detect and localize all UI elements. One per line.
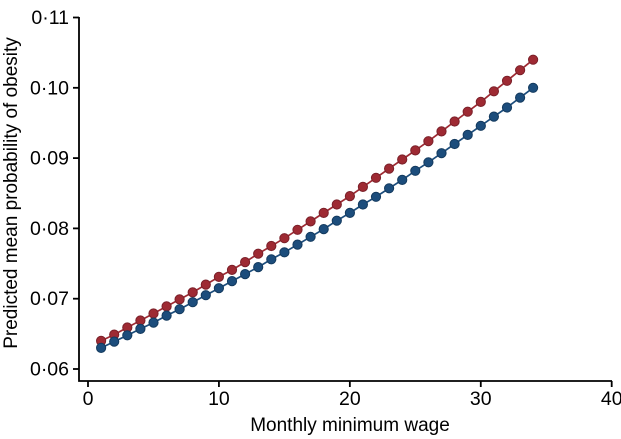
upper-series-red-point [135,315,146,326]
lower-series-blue [96,82,539,353]
lower-series-blue-point [122,330,133,341]
lower-series-blue-point [449,138,460,150]
x-tick-label: 40 [601,388,621,410]
upper-series-red-point [436,126,447,137]
lower-series-blue-point [135,323,146,334]
y-tick-label: 0·07 [30,288,69,310]
upper-series-red-point [384,163,395,174]
upper-series-red-point [475,96,486,108]
lower-series-blue-point [488,111,499,122]
upper-series-red-point [397,154,408,165]
x-tick-label: 30 [470,388,492,410]
upper-series-red-point [200,279,211,290]
upper-series-red-point [423,136,434,147]
x-tick-label: 10 [208,388,230,410]
axis-ticks: 0 10 20 30 40 0·06 0·07 0·08 0·09 0·10 0·11 [30,7,621,410]
lower-series-blue-point [318,224,329,235]
upper-series-red-point [344,191,355,202]
lower-series-blue-point [410,165,421,176]
upper-series-red-point [528,54,539,65]
lower-series-blue-point [200,290,211,301]
lower-series-blue-point [331,215,342,226]
lower-series-blue-point [344,207,355,218]
lower-series-blue-point [501,102,513,113]
data-series [96,54,539,353]
upper-series-red-point [449,116,460,127]
y-tick-label: 0·11 [31,7,69,29]
y-tick-label: 0·09 [30,148,69,170]
lower-series-blue-point [213,283,224,294]
upper-series-red-point [161,301,172,312]
upper-series-red-line [100,59,534,342]
upper-series-red-point [213,271,224,282]
upper-series-red-point [488,86,499,97]
upper-series-red-point [462,106,473,117]
upper-series-red-point [357,181,368,192]
y-axis-label: Predicted mean probability of obesity [1,37,22,349]
lower-series-blue-point [96,342,107,353]
upper-series-red-point [174,294,185,305]
upper-series-red-point [266,240,277,252]
lower-series-blue-point [397,174,408,185]
lower-series-blue-line [100,87,534,349]
lower-series-blue-point [187,297,198,308]
upper-series-red-point [331,199,342,210]
lower-series-blue-point [357,199,368,210]
upper-series-red-point [240,257,251,268]
upper-series-red-point [292,224,303,235]
upper-series-red-point [279,233,290,244]
upper-series-red-point [501,75,513,86]
upper-series-red-point [318,207,329,218]
lower-series-blue-point [292,239,303,250]
x-tick-label: 0 [83,388,94,410]
lower-series-blue-point [109,336,120,347]
lower-series-blue-point [515,92,526,103]
lower-series-blue-point [475,120,486,131]
lower-series-blue-point [253,262,264,273]
lower-series-blue-point [436,148,447,159]
lower-series-blue-point [240,269,251,280]
x-tick-label: 20 [339,388,361,410]
upper-series-red-point [187,287,198,298]
upper-series-red [96,54,539,346]
lower-series-blue-point [174,304,185,315]
lower-series-blue-point [226,276,238,287]
y-tick-label: 0·08 [30,218,69,240]
lower-series-blue-point [462,129,473,140]
upper-series-red-point [410,145,421,156]
lower-series-blue-point [279,247,290,258]
axis-lines [78,17,612,382]
lower-series-blue-point [384,183,395,194]
lower-series-blue-point [370,191,382,202]
lower-series-blue-point [148,317,159,328]
axes [78,17,612,382]
lower-series-blue-point [161,310,172,321]
lower-series-blue-point [305,231,316,242]
upper-series-red-point [305,216,316,227]
y-tick-label: 0·06 [30,359,69,381]
y-tick-label: 0·10 [30,77,69,99]
upper-series-red-point [226,264,238,275]
upper-series-red-point [253,248,264,259]
upper-series-red-point [515,65,526,76]
lower-series-blue-point [528,82,539,93]
upper-series-red-point [148,308,159,319]
x-axis-label: Monthly minimum wage [250,415,450,436]
lower-series-blue-point [423,157,434,168]
lower-series-blue-point [266,254,277,265]
upper-series-red-point [370,172,382,183]
